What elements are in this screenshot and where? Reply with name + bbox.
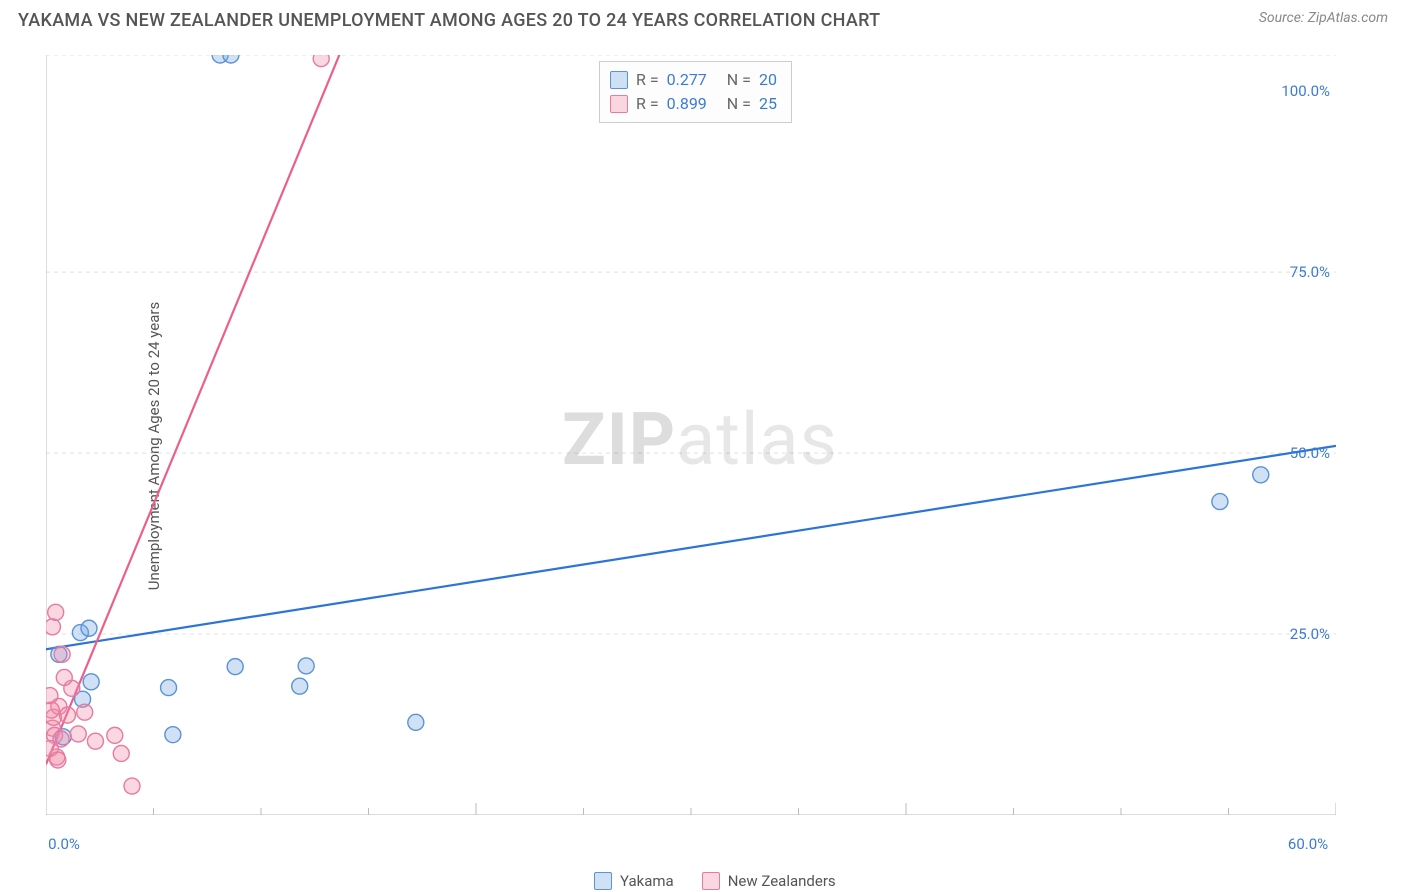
chart-title: YAKAMA VS NEW ZEALANDER UNEMPLOYMENT AMO… [18,10,880,31]
legend-swatch [594,872,612,890]
legend-swatch [702,872,720,890]
stat-n-label: N = [727,92,751,116]
stat-n-label: N = [727,68,751,92]
y-tick-label: 25.0% [1290,625,1330,643]
stat-r-label: R = [636,92,659,116]
legend-item: New Zealanders [702,872,836,890]
series-swatch [610,95,628,113]
x-tick-label: 0.0% [48,835,80,853]
stat-n-value: 20 [759,68,777,92]
stat-r-label: R = [636,68,659,92]
chart-area: ZIPatlas R = 0.277N = 20R = 0.899N = 25 … [46,55,1336,815]
stat-r-value: 0.277 [667,68,707,92]
legend-label: Yakama [620,872,674,890]
stats-row: R = 0.899 N = 25 [610,92,777,116]
title-bar: YAKAMA VS NEW ZEALANDER UNEMPLOYMENT AMO… [0,0,1406,37]
y-tick-label: 75.0% [1290,263,1330,281]
scatter-plot-svg [46,55,1336,815]
x-tick-label: 60.0% [1288,835,1328,853]
y-tick-label: 50.0% [1290,444,1330,462]
legend-item: Yakama [594,872,674,890]
stat-n-value: 25 [759,92,777,116]
stat-r-value: 0.899 [667,92,707,116]
bottom-legend: Yakama New Zealanders [594,872,836,890]
y-tick-label: 100.0% [1281,82,1330,100]
series-swatch [610,71,628,89]
source-attribution: Source: ZipAtlas.com [1259,10,1388,26]
stats-row: R = 0.277 N = 20 [610,68,777,92]
correlation-stats-box: R = 0.277 N = 20 R = 0.899 N = 25 [599,61,792,123]
legend-label: New Zealanders [728,872,836,890]
